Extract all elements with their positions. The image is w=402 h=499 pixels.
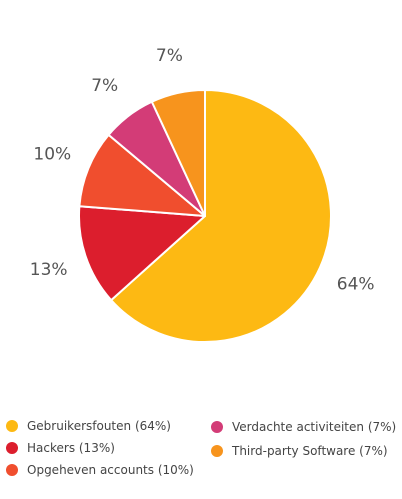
pie-label-third-party-software: 7%	[156, 46, 183, 66]
pie-label-gebruikersfouten: 64%	[337, 274, 375, 294]
pie-slice-hackers	[78, 205, 206, 302]
pie-label-hackers: 13%	[30, 260, 68, 280]
pie-slice-third-party-software	[150, 89, 206, 217]
pie-label-opgeheven-accounts: 10%	[33, 145, 71, 165]
pie-slice-gebruikersfouten	[110, 89, 332, 343]
pie-slice-opgeheven-accounts	[78, 133, 206, 217]
pie-label-verdachte-activiteiten: 7%	[91, 76, 118, 96]
pie-labels: 64% 13% 10% 7% 7%	[30, 46, 375, 294]
pie-slices	[78, 89, 332, 343]
